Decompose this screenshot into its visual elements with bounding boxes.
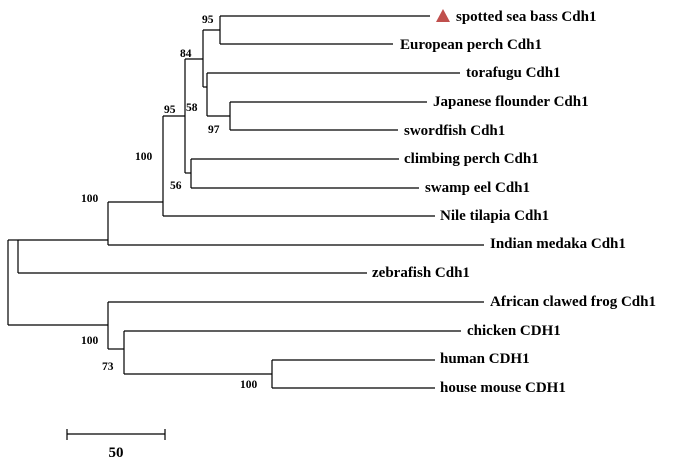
bootstrap-value: 100 [135,151,153,163]
leaf-label-spotted-sea-bass: spotted sea bass Cdh1 [456,9,596,25]
leaf-label-climbing-perch: climbing perch Cdh1 [404,151,539,167]
leaf-label-nile-tilapia: Nile tilapia Cdh1 [440,208,549,224]
tree-branches [7,15,484,389]
bootstrap-value: 58 [186,102,198,114]
bootstrap-value: 73 [102,361,114,373]
bootstrap-value: 56 [170,180,182,192]
leaf-label-japanese-flounder: Japanese flounder Cdh1 [433,94,589,110]
scale-bar-label: 50 [109,445,124,461]
bootstrap-value: 97 [208,124,220,136]
bootstrap-value: 95 [164,104,176,116]
bootstrap-value: 100 [81,335,99,347]
highlight-triangle-icon [436,9,450,22]
leaf-label-zebrafish: zebrafish Cdh1 [372,265,470,281]
bootstrap-value: 84 [180,48,192,60]
bootstrap-value: 100 [240,379,258,391]
leaf-label-chicken: chicken CDH1 [467,323,561,339]
bootstrap-value: 95 [202,14,214,26]
leaf-label-african-clawed-frog: African clawed frog Cdh1 [490,294,656,310]
bootstrap-value: 100 [81,193,99,205]
leaf-label-swordfish: swordfish Cdh1 [404,123,505,139]
leaf-label-house-mouse: house mouse CDH1 [440,380,566,396]
leaf-label-swamp-eel: swamp eel Cdh1 [425,180,530,196]
leaf-label-human: human CDH1 [440,351,530,367]
leaf-label-european-perch: European perch Cdh1 [400,37,542,53]
scale-bar: 50 [66,429,166,461]
leaf-label-indian-medaka: Indian medaka Cdh1 [490,236,626,252]
leaf-label-torafugu: torafugu Cdh1 [466,65,561,81]
